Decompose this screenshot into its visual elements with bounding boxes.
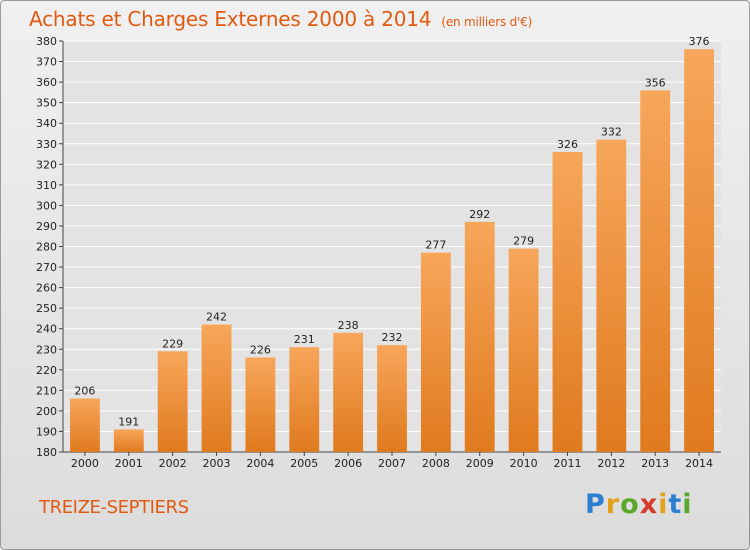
chart-title-text: Achats et Charges Externes 2000 à 2014 (29, 7, 432, 31)
y-tick-label: 180 (36, 446, 57, 459)
y-tick-label: 250 (36, 302, 57, 315)
x-tick-label: 2009 (466, 457, 494, 470)
y-tick-label: 260 (36, 282, 57, 295)
x-tick-label: 2000 (71, 457, 99, 470)
bar (684, 49, 714, 452)
bar (508, 248, 539, 452)
x-tick-label: 2002 (159, 457, 187, 470)
x-tick-label: 2007 (378, 457, 406, 470)
data-label: 231 (294, 333, 315, 346)
data-label: 292 (469, 208, 490, 221)
label-layer: 206 2000 191 2001 229 2002 242 2003 226 2004 231 20… (71, 35, 713, 470)
x-tick-label: 2012 (597, 457, 625, 470)
x-tick-label: 2010 (510, 457, 538, 470)
logo-letter: P (585, 489, 606, 520)
x-tick-label: 2003 (203, 457, 231, 470)
data-label: 356 (645, 76, 666, 89)
data-label: 232 (382, 331, 403, 344)
logo-letter: t (668, 489, 683, 520)
data-label: 277 (425, 239, 446, 252)
y-tick-label: 300 (36, 199, 57, 212)
bar (70, 398, 100, 452)
bar (289, 347, 320, 452)
chart-title: Achats et Charges Externes 2000 à 2014 (e… (29, 7, 532, 31)
data-label: 226 (250, 343, 271, 356)
logo-letter: i (682, 489, 693, 520)
data-label: 191 (118, 415, 139, 428)
logo-letter: x (639, 489, 659, 520)
x-tick-label: 2013 (641, 457, 669, 470)
bar (333, 332, 364, 452)
x-tick-label: 2004 (246, 457, 274, 470)
chart-unit: (en milliers d'€) (441, 15, 533, 29)
logo-letter: r (605, 489, 621, 520)
y-tick-label: 210 (36, 384, 57, 397)
y-tick-label: 360 (36, 76, 57, 89)
data-label: 206 (74, 385, 95, 398)
data-label: 326 (557, 138, 578, 151)
bar (552, 151, 583, 452)
y-tick-label: 350 (36, 97, 57, 110)
y-tick-label: 200 (36, 405, 57, 418)
data-label: 279 (513, 235, 534, 248)
city-name: TREIZE-SEPTIERS (39, 497, 189, 518)
y-tick-label: 290 (36, 220, 57, 233)
y-tick-label: 340 (36, 117, 57, 130)
bar-layer (70, 49, 714, 452)
bar (464, 221, 495, 452)
y-tick-label: 230 (36, 343, 57, 356)
bar (157, 351, 188, 452)
bar (640, 90, 671, 452)
bar (596, 139, 627, 452)
y-tick-label: 220 (36, 364, 57, 377)
x-tick-label: 2008 (422, 457, 450, 470)
y-tick-label: 320 (36, 158, 57, 171)
y-tick-label: 280 (36, 241, 57, 254)
y-tick-label: 190 (36, 425, 57, 438)
bar (113, 429, 144, 452)
bar (245, 357, 276, 452)
data-label: 242 (206, 311, 227, 324)
data-label: 238 (338, 319, 359, 332)
y-tick-label: 310 (36, 179, 57, 192)
x-tick-label: 2014 (685, 457, 713, 470)
x-tick-label: 2001 (115, 457, 143, 470)
data-label: 229 (162, 337, 183, 350)
logo-letter: o (620, 489, 640, 520)
y-tick-label: 380 (36, 35, 57, 48)
y-tick-label: 240 (36, 323, 57, 336)
bar (420, 252, 451, 452)
y-tick-label: 270 (36, 261, 57, 274)
x-tick-label: 2011 (553, 457, 581, 470)
x-tick-label: 2005 (290, 457, 318, 470)
data-label: 332 (601, 126, 622, 139)
data-label: 376 (689, 35, 710, 48)
y-tick-label: 330 (36, 138, 57, 151)
proxiti-logo[interactable]: Proxiti (585, 489, 693, 520)
bar (201, 324, 232, 452)
axis-layer: 180 190 200 210 220 230 240 250 260 270 280 290 300 3… (36, 35, 721, 459)
y-tick-label: 370 (36, 56, 57, 69)
bar (377, 345, 407, 452)
logo-letter: i (658, 489, 669, 520)
x-tick-label: 2006 (334, 457, 362, 470)
